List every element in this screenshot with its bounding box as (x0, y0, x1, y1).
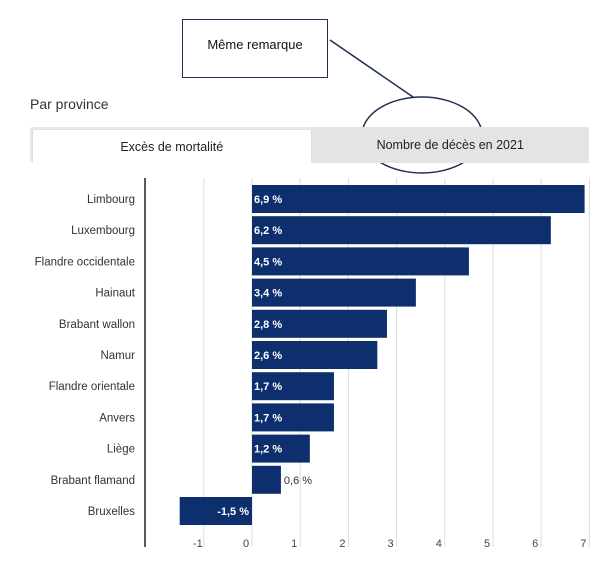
x-tick-label: 4 (436, 538, 442, 550)
data-label: 3,4 % (254, 288, 282, 300)
category-label: Hainaut (95, 288, 135, 300)
bar[interactable] (252, 372, 334, 401)
category-label: Brabant wallon (59, 319, 135, 331)
data-label: 6,2 % (254, 225, 282, 237)
tab-deaths-2021[interactable]: Nombre de décès en 2021 (311, 127, 589, 163)
category-label: Limbourg (87, 194, 135, 206)
data-label: 1,2 % (254, 444, 282, 456)
data-label: 6,9 % (254, 194, 282, 206)
tab-excess-mortality[interactable]: Excès de mortalité (32, 129, 312, 163)
x-tick-label: 6 (532, 538, 538, 550)
category-label: Namur (100, 350, 135, 362)
bar[interactable] (252, 309, 387, 338)
category-label: Anvers (99, 412, 135, 424)
x-tick-label: 5 (484, 538, 490, 550)
category-label: Liège (107, 444, 135, 456)
bar[interactable] (252, 434, 310, 463)
x-tick-label: 1 (291, 538, 297, 550)
category-label: Flandre occidentale (35, 256, 135, 268)
category-label: Flandre orientale (49, 381, 135, 393)
category-label: Bruxelles (88, 506, 136, 518)
bar[interactable] (252, 278, 416, 307)
bar[interactable] (252, 341, 378, 369)
data-label: 1,7 % (254, 412, 282, 424)
bar[interactable] (179, 497, 252, 525)
x-tick-label: 7 (580, 538, 586, 550)
bar[interactable] (252, 465, 281, 494)
bar[interactable] (252, 185, 585, 213)
data-label: 4,5 % (254, 256, 282, 268)
category-label: Brabant flamand (51, 475, 135, 487)
x-tick-label: 0 (243, 538, 249, 550)
data-label: 1,7 % (254, 381, 282, 393)
category-label: Luxembourg (71, 225, 135, 237)
x-tick-label: 3 (388, 538, 394, 550)
callout-text: Même remarque (207, 37, 303, 52)
tab-bar: Excès de mortalité Nombre de décès en 20… (30, 127, 589, 163)
x-tick-label: -1 (193, 538, 203, 550)
data-label: -1,5 % (217, 506, 249, 518)
callout-pointer-line (329, 39, 414, 98)
section-title: Par province (30, 96, 109, 112)
x-tick-label: 2 (339, 538, 345, 550)
bar-chart: -1 0 1 2 3 4 5 6 7 Limbourg 6,9 % Luxembourg 6,2 % Fl… (35, 178, 590, 550)
data-label: 2,8 % (254, 319, 282, 331)
bar[interactable] (252, 247, 469, 276)
callout-box: Même remarque (182, 19, 328, 78)
data-label: 2,6 % (254, 350, 282, 362)
bar[interactable] (252, 216, 551, 245)
bar[interactable] (252, 403, 334, 432)
data-label: 0,6 % (284, 475, 312, 487)
